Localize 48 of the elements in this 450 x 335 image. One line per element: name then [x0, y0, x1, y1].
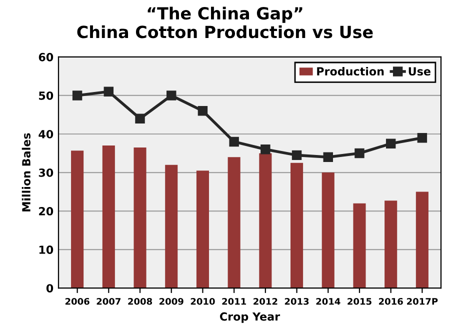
- point: [386, 138, 396, 148]
- x-axis-title: Crop Year: [220, 312, 280, 323]
- bar: [384, 200, 398, 288]
- point: [135, 114, 145, 124]
- bar: [353, 203, 366, 288]
- bar: [71, 150, 84, 288]
- point: [104, 86, 114, 96]
- bar: [259, 153, 272, 288]
- bar: [196, 170, 209, 288]
- point: [260, 144, 270, 154]
- chart-title: “The China Gap” China Cotton Production vs Use: [77, 6, 373, 38]
- bar: [102, 146, 115, 288]
- bar: [228, 157, 240, 288]
- point: [72, 90, 82, 100]
- y-tick-label: 10: [39, 246, 54, 254]
- x-tick-label: 2007: [96, 298, 121, 305]
- point: [292, 150, 302, 160]
- x-tick-label: 2011: [222, 298, 246, 305]
- x-tick-label: 2017P: [407, 298, 438, 305]
- y-tick-label: 40: [38, 130, 54, 138]
- x-tick-label: 2012: [254, 298, 278, 305]
- bar: [134, 147, 146, 288]
- x-tick-label: 2009: [160, 298, 184, 305]
- x-tick-label: 2015: [348, 298, 372, 305]
- x-tick-label: 2006: [65, 298, 90, 305]
- point: [323, 152, 333, 162]
- y-tick-label: 20: [39, 207, 54, 216]
- bar: [165, 164, 178, 288]
- point: [417, 132, 428, 143]
- point: [166, 90, 176, 100]
- y-tick-label: 0: [46, 284, 54, 292]
- point: [354, 148, 364, 158]
- y-tick-label: 50: [39, 91, 54, 100]
- bar: [416, 192, 428, 288]
- point: [198, 106, 208, 116]
- point: [229, 136, 239, 147]
- legend-label: Use: [408, 67, 430, 76]
- y-tick-label: 60: [38, 52, 54, 62]
- bar: [290, 162, 304, 288]
- x-tick-label: 2013: [284, 298, 309, 305]
- x-tick-label: 2010: [190, 298, 215, 305]
- legend-label: Production: [317, 66, 384, 76]
- x-tick-label: 2014: [316, 298, 340, 305]
- y-tick-label: 30: [38, 168, 54, 177]
- x-tick-label: 2008: [128, 298, 152, 305]
- bar: [322, 172, 334, 288]
- x-tick-label: 2016: [378, 298, 403, 305]
- y-axis-title: Million Bales: [22, 133, 30, 212]
